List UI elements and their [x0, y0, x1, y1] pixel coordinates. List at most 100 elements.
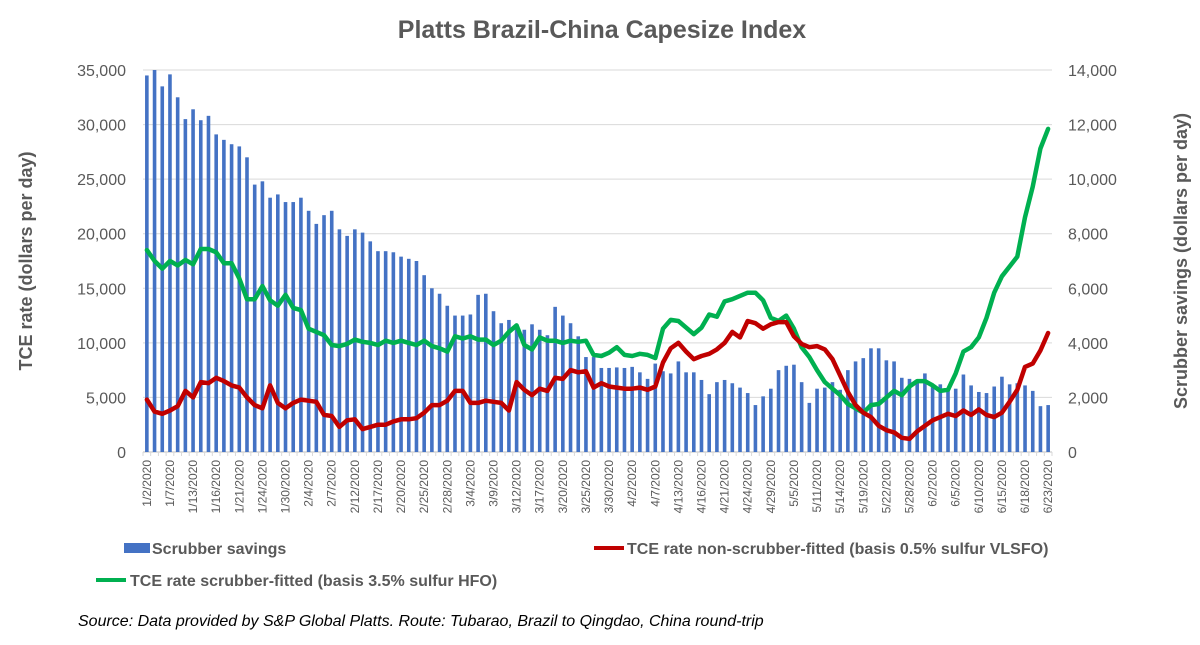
bar — [969, 385, 973, 452]
bar — [206, 115, 211, 452]
bar — [691, 372, 696, 452]
x-tick-label: 3/4/2020 — [463, 460, 477, 507]
bar — [753, 405, 758, 452]
bar — [892, 361, 896, 452]
bar — [183, 119, 188, 452]
bar — [984, 393, 989, 452]
line-tce-rate-non-scrubber-fitted-basis-0-5-sulfur-vlsfo — [144, 318, 1051, 442]
chart-title: Platts Brazil-China Capesize Index — [398, 16, 807, 44]
bar — [738, 387, 742, 452]
bar — [1046, 405, 1050, 452]
bar — [468, 314, 473, 452]
bar — [430, 288, 434, 452]
legend-item-scrubber-fitted: TCE rate scrubber-fitted (basis 3.5% sul… — [96, 573, 497, 590]
x-tick-label: 2/20/2020 — [394, 460, 408, 514]
x-tick-label: 6/23/2020 — [1041, 460, 1055, 514]
bar — [391, 252, 396, 452]
bar — [591, 357, 596, 452]
bar — [1023, 385, 1027, 452]
bar — [676, 361, 681, 452]
bar — [784, 365, 789, 452]
bar — [715, 382, 719, 452]
bar — [453, 315, 457, 452]
legend-label: TCE rate scrubber-fitted (basis 3.5% sul… — [130, 573, 497, 590]
bar — [260, 181, 265, 452]
bar — [237, 146, 242, 452]
bar — [761, 396, 765, 452]
bar — [869, 348, 873, 452]
bar — [545, 335, 550, 452]
bar — [576, 336, 581, 452]
x-tick-label: 5/11/2020 — [810, 460, 824, 513]
x-tick-label: 5/19/2020 — [856, 460, 870, 514]
x-tick-label: 4/21/2020 — [718, 460, 732, 514]
x-tick-label: 3/9/2020 — [487, 460, 501, 507]
right-tick-label: 14,000 — [1068, 63, 1117, 80]
bar — [376, 251, 380, 452]
bar — [491, 311, 496, 452]
x-tick-label: 2/4/2020 — [302, 460, 316, 507]
x-tick-label: 4/16/2020 — [694, 460, 708, 514]
left-tick-label: 20,000 — [77, 227, 126, 244]
legend-item-non-scrubber: TCE rate non-scrubber-fitted (basis 0.5%… — [594, 541, 1048, 558]
bar — [306, 210, 311, 452]
legend-label: TCE rate non-scrubber-fitted (basis 0.5%… — [627, 541, 1048, 558]
bar — [1030, 390, 1035, 452]
bar — [822, 387, 827, 452]
bar-series-scrubber-savings — [145, 70, 1050, 453]
bar — [599, 367, 604, 452]
bar — [414, 261, 419, 452]
bar — [699, 379, 704, 452]
x-tick-label: 5/22/2020 — [879, 460, 893, 514]
x-tick-label: 1/24/2020 — [255, 460, 269, 514]
bar — [645, 378, 650, 452]
x-tick-label: 4/29/2020 — [764, 460, 778, 514]
x-tick-label: 1/2/2020 — [140, 460, 154, 507]
x-tick-label: 3/20/2020 — [556, 460, 570, 514]
bar — [1015, 383, 1020, 452]
bar — [252, 184, 257, 452]
bar — [653, 363, 658, 452]
bar — [1007, 384, 1012, 452]
bar — [722, 379, 727, 452]
line-series-group — [144, 126, 1051, 442]
x-tick-label: 6/10/2020 — [972, 460, 986, 514]
bar — [915, 382, 919, 452]
bar — [884, 360, 889, 452]
bar — [291, 202, 296, 452]
bar — [229, 144, 234, 452]
bar — [383, 251, 388, 452]
bar — [876, 348, 881, 452]
bar — [769, 388, 773, 452]
bar — [299, 197, 303, 452]
legend: Scrubber savings TCE rate non-scrubber-f… — [96, 541, 1048, 590]
bar — [776, 370, 781, 452]
bar — [222, 139, 226, 452]
bar — [368, 241, 373, 452]
bar — [561, 315, 565, 452]
x-tick-label: 2/25/2020 — [417, 460, 431, 514]
bar — [830, 382, 835, 452]
x-tick-label: 1/13/2020 — [186, 460, 200, 514]
bar — [484, 293, 488, 452]
left-tick-label: 0 — [117, 445, 126, 462]
bar — [668, 373, 673, 452]
bar — [607, 367, 611, 452]
left-tick-label: 35,000 — [77, 63, 126, 80]
x-tick-label: 3/17/2020 — [533, 460, 547, 514]
bar — [661, 371, 665, 452]
x-tick-label: 6/15/2020 — [995, 460, 1009, 514]
x-tick-label: 2/12/2020 — [348, 460, 362, 514]
right-axis-title: Scrubber savings (dollars per day) — [1171, 113, 1191, 409]
x-tick-label: 2/28/2020 — [440, 460, 454, 514]
right-tick-label: 2,000 — [1068, 390, 1108, 407]
left-axis-title: TCE rate (dollars per day) — [16, 151, 36, 370]
x-axis-ticks: 1/2/2020 1/7/2020 1/13/2020 1/16/2020 1/21/2… — [140, 452, 1055, 513]
bar — [614, 367, 619, 452]
bar — [946, 389, 950, 452]
x-tick-label: 2/7/2020 — [325, 460, 339, 507]
bar — [807, 402, 812, 452]
x-tick-label: 4/13/2020 — [671, 460, 685, 514]
x-tick-label: 4/24/2020 — [741, 460, 755, 514]
